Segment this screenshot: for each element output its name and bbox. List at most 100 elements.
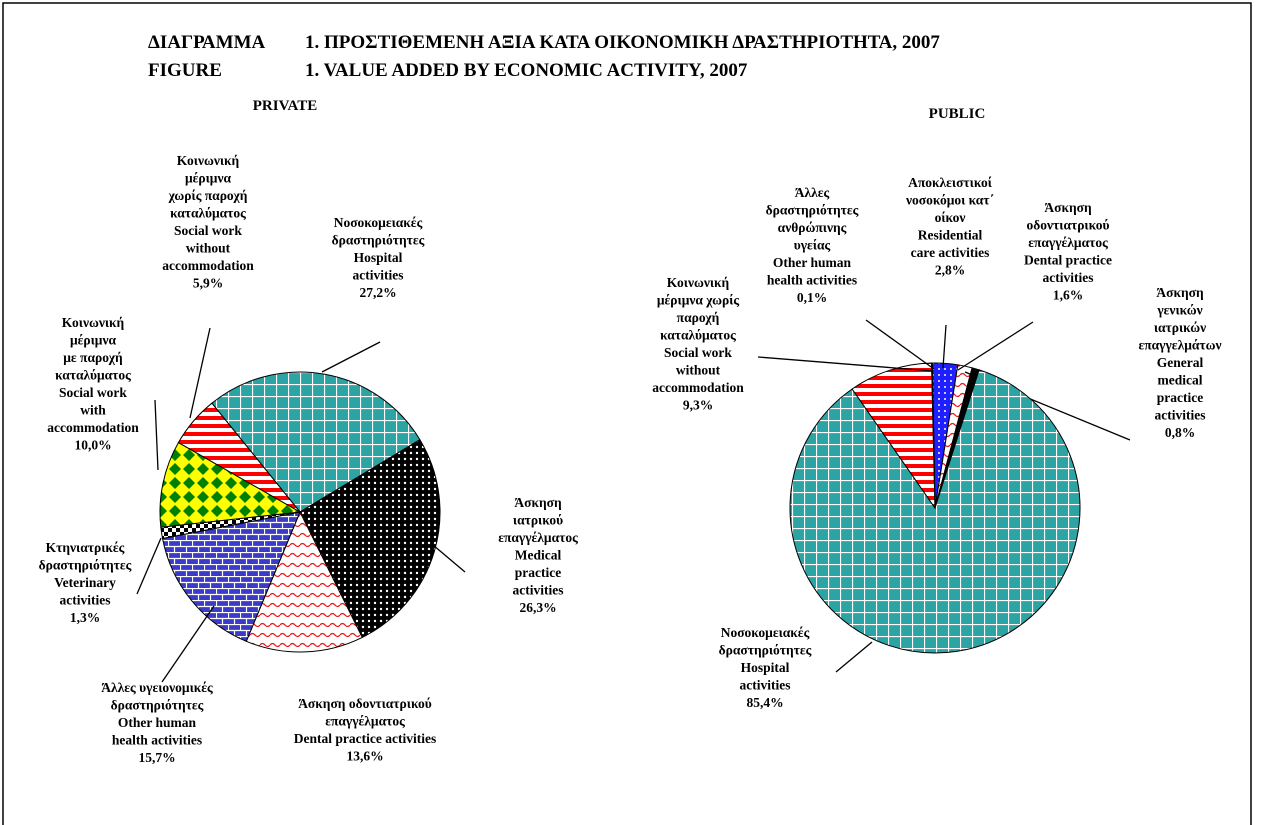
slice-label: accommodation — [47, 420, 139, 435]
slice-value-label: 9,3% — [683, 398, 713, 413]
slice-label: Social work — [174, 223, 242, 238]
title-text: 1. ΠΡΟΣΤΙΘΕΜΕΝΗ ΑΞΙΑ ΚΑΤΑ ΟΙΚΟΝΟΜΙΚΗ ΔΡΑ… — [305, 32, 940, 53]
leader-line — [136, 537, 162, 595]
slice-label: Αποκλειστικοί — [908, 175, 993, 190]
title-label: ΔΙΑΓΡΑΜΜΑ — [148, 32, 266, 53]
slice-label: Social work — [664, 345, 732, 360]
slice-label: medical — [1158, 373, 1203, 388]
slice-label: δραστηριότητες — [39, 558, 132, 573]
slice-value-label: 13,6% — [346, 749, 383, 764]
leader-line — [189, 327, 211, 419]
slice-value-label: 1,6% — [1053, 288, 1083, 303]
slice-label: accommodation — [652, 380, 744, 395]
slice-label: with — [80, 403, 106, 418]
slice-value-label: 27,2% — [359, 285, 396, 300]
leader-line — [161, 605, 215, 683]
slice-label: Κοινωνική — [62, 315, 125, 330]
slice-label: οδοντιατρικού — [1027, 218, 1110, 233]
slice-label: activities — [60, 593, 111, 608]
slice-label: δραστηριότητες — [332, 233, 425, 248]
slice-label: Άλλες — [795, 185, 830, 200]
leader-line — [865, 319, 935, 370]
slice-label: accommodation — [162, 258, 254, 273]
slice-label: Νοσοκομειακές — [721, 625, 810, 640]
pie-slice — [245, 510, 363, 653]
slice-label: activities — [1043, 270, 1094, 285]
slice-label: επαγγέλματος — [498, 530, 578, 545]
leader-line — [942, 324, 947, 369]
slice-label: Residential — [918, 228, 983, 243]
slice-label: Veterinary — [54, 575, 116, 590]
slice-value-label: 5,9% — [193, 276, 223, 291]
pie-slice — [211, 371, 421, 513]
chart-subtitle: PUBLIC — [929, 106, 986, 122]
slice-value-label: 0,1% — [797, 290, 827, 305]
slice-label: without — [676, 363, 721, 378]
pie-slice — [789, 369, 1081, 654]
slice-value-label: 2,8% — [935, 263, 965, 278]
slice-label: activities — [513, 583, 564, 598]
slice-label: με παροχή — [63, 350, 123, 365]
slice-value-label: 85,4% — [746, 695, 783, 710]
leader-line — [321, 341, 381, 373]
slice-label: without — [186, 241, 231, 256]
pie-slice — [177, 402, 301, 513]
slice-label: Hospital — [741, 660, 790, 675]
slice-value-label: 1,3% — [70, 610, 100, 625]
slice-label: Social work — [59, 385, 127, 400]
slice-label: activities — [353, 268, 404, 283]
slice-label: practice — [515, 565, 561, 580]
slice-label: Άσκηση — [1044, 200, 1092, 215]
slice-label: Medical — [515, 548, 562, 563]
slice-label: Dental practice — [1024, 253, 1112, 268]
pie-slice — [851, 362, 936, 510]
pie-slice — [299, 439, 441, 639]
slice-label: παροχή — [677, 310, 720, 325]
slice-label: καταλύματος — [170, 206, 246, 221]
slice-label: Κοινωνική — [667, 275, 730, 290]
title-text: 1. VALUE ADDED BY ECONOMIC ACTIVITY, 200… — [305, 60, 748, 81]
slice-label: Άσκηση — [514, 495, 562, 510]
pie-slice — [161, 511, 301, 642]
slice-label: health activities — [112, 733, 202, 748]
slice-label: χωρίς παροχή — [168, 188, 248, 203]
slice-label: Νοσοκομειακές — [334, 215, 423, 230]
slice-label: ανθρώπινης — [778, 220, 847, 235]
slice-value-label: 0,8% — [1165, 425, 1195, 440]
leader-line — [957, 321, 1034, 371]
slice-label: Κτηνιατρικές — [46, 540, 125, 555]
leader-line — [432, 544, 466, 573]
slice-label: καταλύματος — [660, 328, 736, 343]
slice-label: ιατρικού — [513, 513, 563, 528]
slice-label: activities — [1155, 408, 1206, 423]
slice-label: care activities — [911, 245, 990, 260]
slice-label: Other human — [773, 255, 852, 270]
slice-value-label: 26,3% — [519, 600, 556, 615]
slice-label: μέριμνα — [70, 333, 117, 348]
slice-label: επαγγέλματος — [325, 714, 405, 729]
slice-label: Dental practice activities — [294, 731, 436, 746]
slice-label: practice — [1157, 390, 1203, 405]
slice-label: health activities — [767, 273, 857, 288]
slice-label: υγείας — [794, 238, 831, 253]
slice-label: Άσκηση — [1156, 285, 1204, 300]
slice-label: γενικών — [1156, 303, 1202, 318]
slice-label: Other human — [118, 715, 197, 730]
title-label: FIGURE — [148, 60, 222, 81]
slice-label: δραστηριότητες — [719, 643, 812, 658]
slice-label: επαγγέλματος — [1028, 235, 1108, 250]
leader-line — [154, 399, 159, 471]
slice-label: Άλλες υγειονομικές — [101, 680, 213, 695]
slice-label: μέριμνα — [185, 171, 232, 186]
slice-value-label: 15,7% — [138, 750, 175, 765]
slice-label: Hospital — [354, 250, 403, 265]
leader-line — [757, 356, 934, 372]
leader-line — [835, 641, 873, 673]
pie-slice — [931, 362, 936, 509]
slice-label: μέριμνα χωρίς — [657, 293, 740, 308]
slice-label: Άσκηση οδοντιατρικού — [298, 696, 432, 711]
slice-label: δραστηριότητες — [766, 203, 859, 218]
slice-label: Κοινωνική — [177, 153, 240, 168]
slice-label: καταλύματος — [55, 368, 131, 383]
